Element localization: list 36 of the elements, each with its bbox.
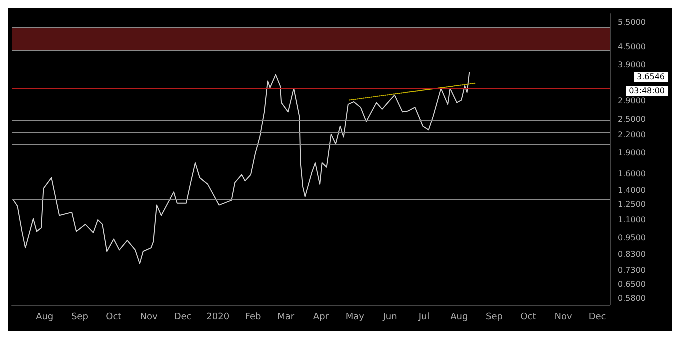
x-tick-label: Jul (418, 312, 430, 322)
y-tick-label: 1.4000 (618, 186, 646, 195)
x-tick-label: Mar (278, 312, 295, 322)
y-tick-label: 5.5000 (618, 18, 646, 28)
x-tick-label: Oct (520, 312, 537, 322)
x-tick-label: Dec (174, 312, 192, 322)
x-tick-label: Nov (140, 312, 158, 322)
text: 03:48:00 (629, 86, 666, 96)
x-tick-label: 2020 (206, 312, 230, 322)
y-tick-label: 0.8300 (618, 250, 646, 260)
x-tick-label: Nov (554, 312, 574, 322)
y-tick-label: 4.5000 (618, 42, 646, 52)
text: 3.6546 (637, 72, 666, 82)
x-tick-label: May (346, 312, 366, 322)
y-tick-label: 1.2500 (618, 200, 646, 209)
y-tick-label: 2.9000 (618, 96, 646, 106)
x-tick-label: Aug (450, 312, 468, 322)
x-tick-label: Dec (588, 312, 606, 322)
y-tick-label: 0.5800 (618, 294, 646, 303)
y-tick-label: 2.2000 (618, 130, 646, 140)
x-tick-label: Sep (71, 312, 89, 322)
y-tick-label: 1.1000 (618, 215, 646, 224)
x-tick-label: Feb (245, 312, 262, 322)
y-tick-label: 0.6500 (618, 280, 646, 290)
x-tick-label: Aug (36, 312, 54, 322)
y-tick-label: 1.9000 (618, 148, 646, 158)
line-series (12, 72, 470, 264)
x-tick-label: Sep (486, 312, 504, 322)
y-tick-label: 0.9500 (618, 233, 646, 242)
y-tick-label: 0.7300 (618, 266, 646, 275)
x-tick-label: Oct (106, 312, 122, 322)
y-tick-label: 2.5000 (618, 114, 646, 124)
x-tick-label: Apr (313, 312, 330, 322)
x-tick-label: Jun (382, 312, 398, 322)
y-tick-label: 1.6000 (618, 170, 646, 179)
y-tick-label: 3.9000 (618, 60, 646, 70)
